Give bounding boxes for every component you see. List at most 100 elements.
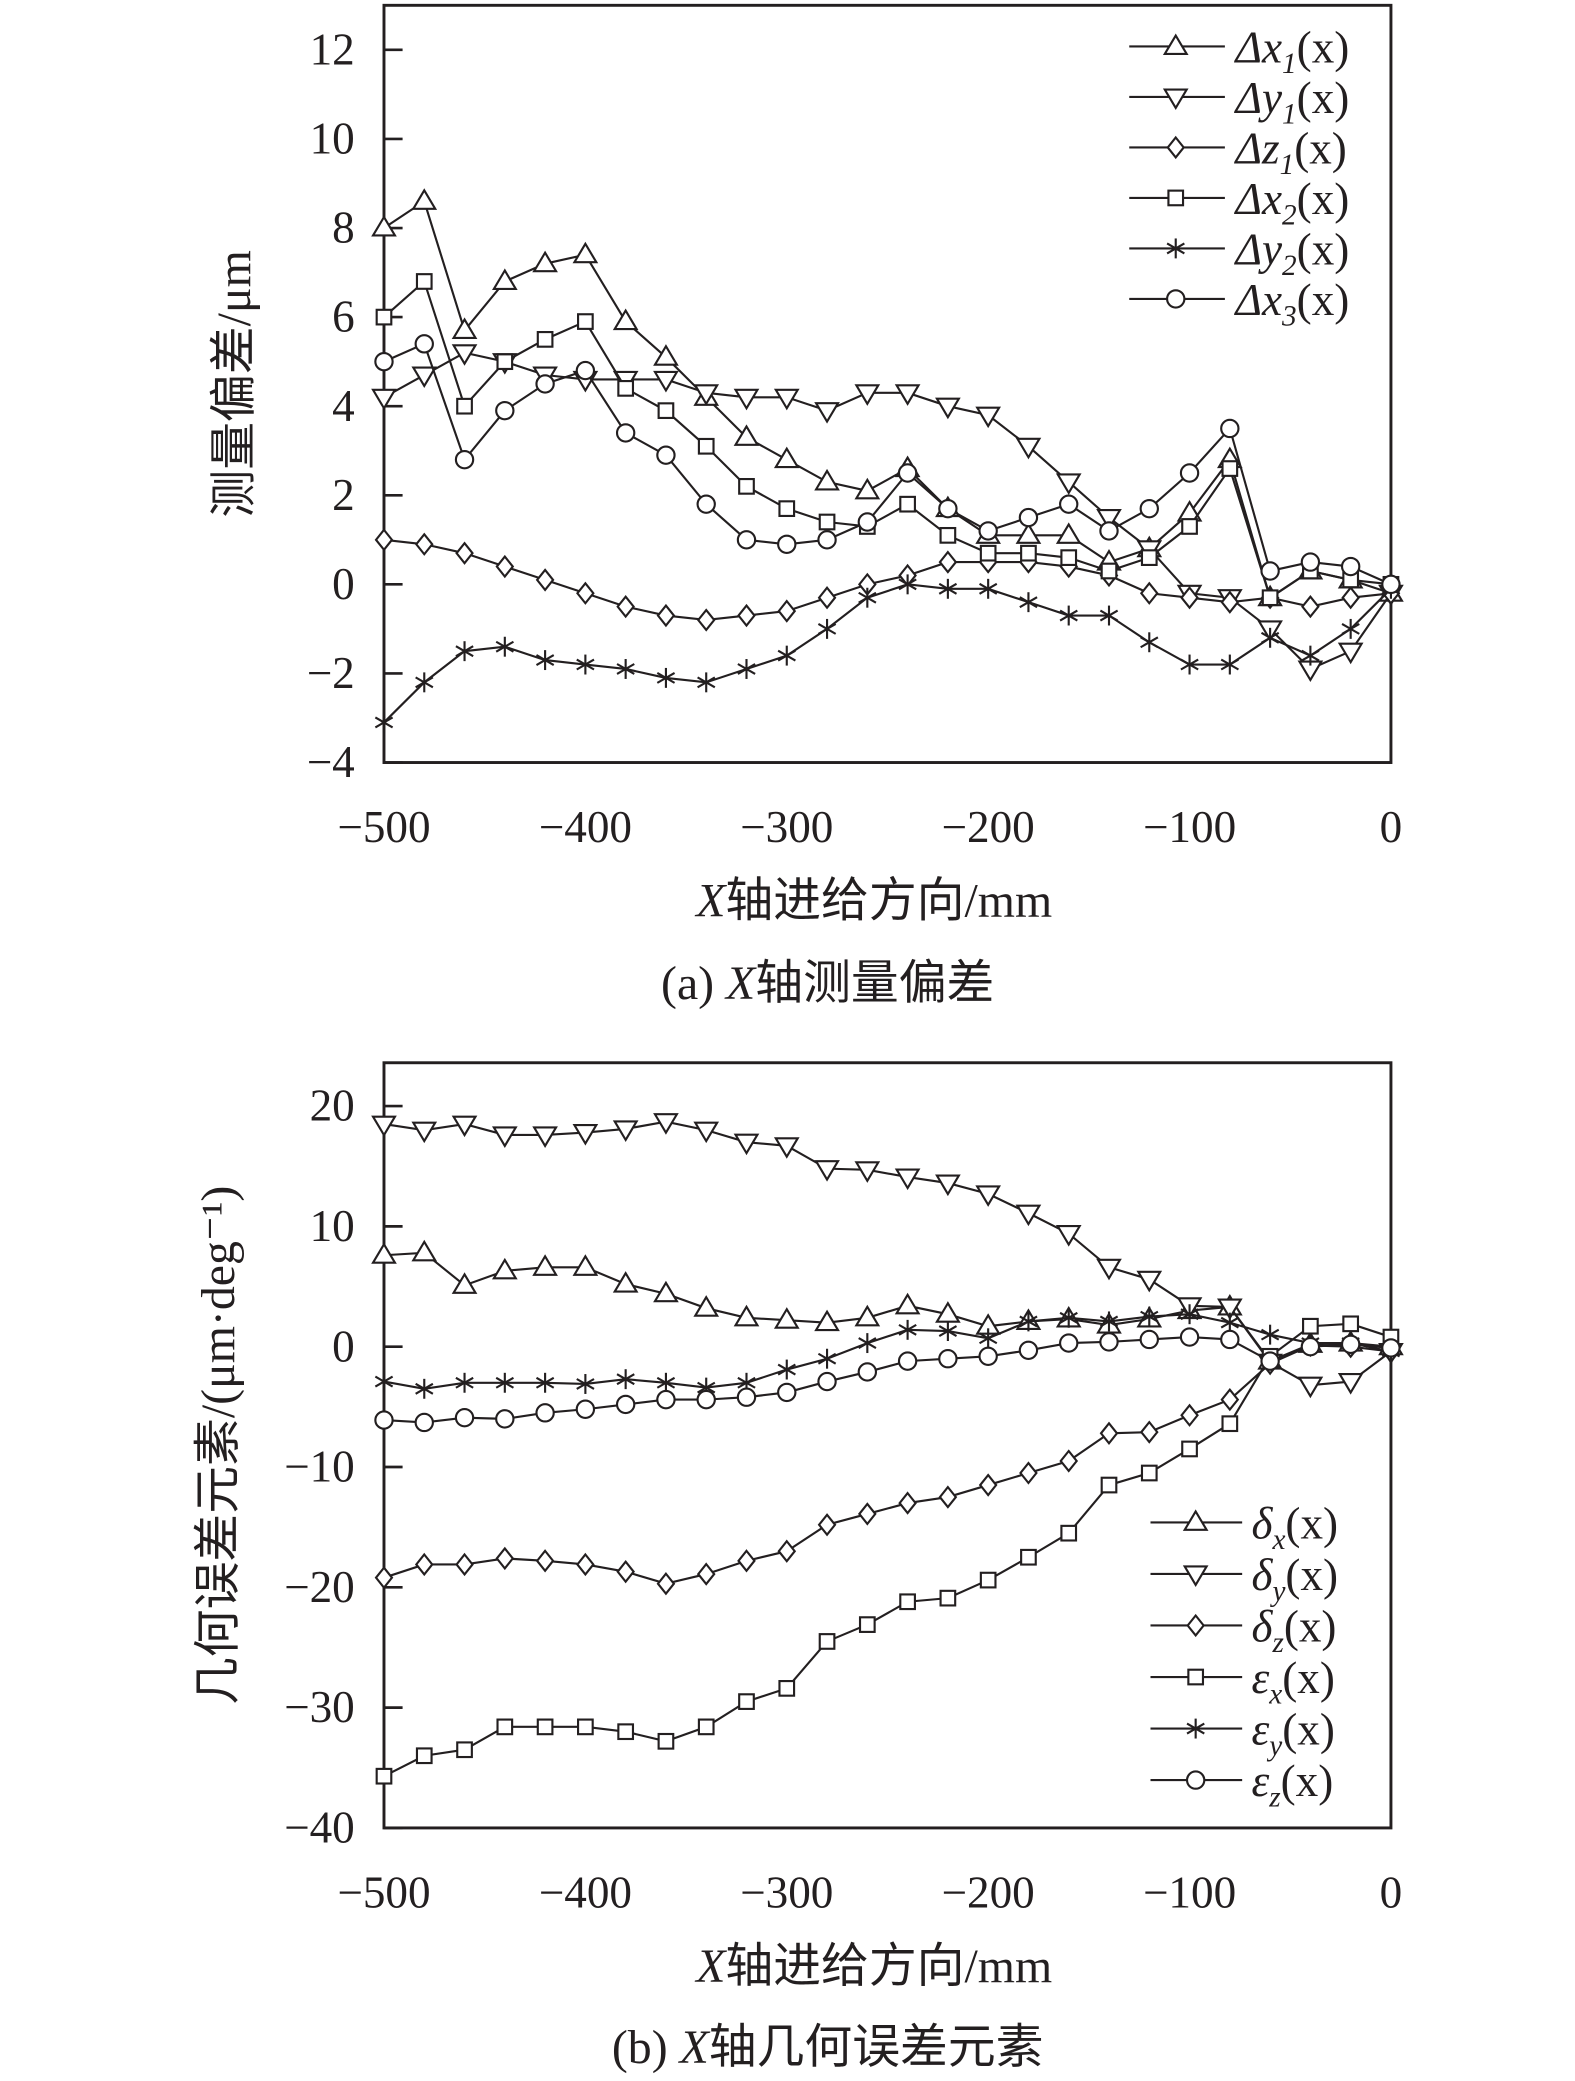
data-point-marker bbox=[858, 587, 877, 608]
data-point-marker bbox=[374, 1371, 394, 1392]
data-point-marker bbox=[1341, 618, 1360, 639]
data-point-marker bbox=[1220, 418, 1240, 439]
data-point-marker bbox=[657, 402, 675, 420]
y-axis-title: 测量偏差/μm bbox=[208, 250, 261, 517]
x-axis-title-text: 轴进给方向/mm bbox=[725, 1940, 1052, 1993]
data-point-marker bbox=[535, 374, 555, 394]
data-point-marker bbox=[576, 1374, 595, 1394]
y-tick-label: 4 bbox=[332, 381, 355, 431]
legend-entry: Δz1(x) bbox=[1129, 123, 1347, 181]
data-point-marker bbox=[737, 659, 756, 679]
data-point-marker bbox=[898, 1491, 917, 1515]
data-point-marker bbox=[615, 423, 636, 443]
series-circle bbox=[374, 334, 1401, 595]
legend-label-subscript: x bbox=[1268, 1679, 1282, 1711]
legend-label: Δx3(x) bbox=[1234, 275, 1350, 333]
data-point-marker bbox=[1136, 1270, 1163, 1293]
legend-marker-triangle-up bbox=[1182, 1509, 1209, 1531]
data-point-marker bbox=[496, 353, 514, 371]
data-point-marker bbox=[1139, 498, 1159, 519]
data-point-marker bbox=[532, 1126, 558, 1148]
y-tick-label: −10 bbox=[284, 1442, 355, 1492]
data-point-marker bbox=[1060, 549, 1078, 567]
caption-prefix: (b) bbox=[612, 2021, 680, 2074]
data-point-marker bbox=[817, 586, 837, 610]
y-tick-label: 2 bbox=[332, 470, 355, 520]
data-point-marker bbox=[736, 1387, 757, 1407]
data-point-marker bbox=[656, 1372, 676, 1393]
data-point-marker bbox=[653, 344, 679, 366]
data-point-marker bbox=[617, 1723, 635, 1741]
legend-marker-triangle-up bbox=[1162, 33, 1189, 56]
data-point-marker bbox=[572, 1123, 599, 1146]
data-point-marker bbox=[532, 1254, 558, 1276]
data-point-marker bbox=[371, 1242, 397, 1264]
data-point-marker bbox=[456, 1741, 473, 1759]
data-point-marker bbox=[935, 397, 961, 420]
data-point-marker bbox=[894, 1168, 921, 1191]
data-point-marker bbox=[1221, 460, 1239, 477]
data-point-marker bbox=[1015, 437, 1042, 460]
legend-label-base: Δx bbox=[1234, 275, 1283, 325]
series-line bbox=[383, 1335, 1392, 1424]
legend-label: δy(x) bbox=[1251, 1550, 1338, 1608]
legend-marker-square bbox=[1187, 1668, 1205, 1686]
data-point-marker bbox=[535, 650, 555, 671]
legend-label-base: ε bbox=[1251, 1756, 1269, 1806]
x-axis-title-italic: X bbox=[694, 1940, 727, 1993]
y-tick-label: 0 bbox=[332, 1321, 355, 1371]
panel-caption: (b) X轴几何误差元素 bbox=[612, 2021, 1044, 2074]
legend-label-subscript: 3 bbox=[1281, 300, 1297, 332]
data-point-marker bbox=[495, 554, 515, 579]
x-axis-title-text: 轴进给方向/mm bbox=[725, 875, 1052, 928]
data-point-marker bbox=[1099, 605, 1119, 626]
data-point-marker bbox=[857, 512, 878, 532]
data-point-marker bbox=[1139, 1329, 1159, 1350]
data-point-marker bbox=[375, 1767, 393, 1785]
legend-label-arg: (x) bbox=[1297, 275, 1350, 325]
data-point-marker bbox=[693, 1121, 720, 1144]
data-point-marker bbox=[696, 1562, 716, 1586]
data-point-marker bbox=[1099, 1332, 1119, 1352]
data-point-marker bbox=[415, 1747, 433, 1765]
legend-label-subscript: 1 bbox=[1282, 48, 1297, 80]
data-point-marker bbox=[975, 406, 1001, 429]
data-point-marker bbox=[814, 402, 840, 424]
x-tick-label: −400 bbox=[539, 802, 632, 852]
legend-label-base: Δx bbox=[1234, 174, 1283, 224]
x-tick-label: −100 bbox=[1143, 802, 1236, 852]
data-point-marker bbox=[536, 1718, 554, 1736]
x-tick-label: −300 bbox=[740, 1868, 833, 1918]
data-point-marker bbox=[495, 400, 515, 421]
data-point-marker bbox=[1055, 1225, 1082, 1247]
data-point-marker bbox=[1099, 521, 1119, 541]
data-point-marker bbox=[615, 1394, 636, 1415]
data-point-marker bbox=[1220, 1387, 1240, 1412]
data-point-marker bbox=[938, 578, 958, 599]
data-point-marker bbox=[653, 1280, 679, 1303]
data-point-marker bbox=[854, 1304, 881, 1327]
legend-label-arg: (x) bbox=[1284, 1601, 1337, 1651]
y-tick-label: −30 bbox=[284, 1682, 355, 1732]
data-point-marker bbox=[1340, 556, 1361, 577]
caption-suffix: 轴测量偏差 bbox=[755, 957, 994, 1010]
x-axis-title: X轴进给方向/mm bbox=[694, 1940, 1052, 1993]
data-point-marker bbox=[1015, 1204, 1042, 1227]
data-point-marker bbox=[656, 667, 676, 688]
data-point-marker bbox=[374, 1566, 394, 1590]
legend-entry: εx(x) bbox=[1150, 1653, 1335, 1711]
caption-prefix: (a) bbox=[661, 957, 726, 1010]
data-point-marker bbox=[374, 528, 394, 552]
data-point-marker bbox=[1302, 1317, 1319, 1335]
data-point-marker bbox=[375, 308, 393, 326]
data-point-marker bbox=[656, 1389, 676, 1410]
data-point-marker bbox=[374, 712, 394, 733]
data-point-marker bbox=[1217, 1298, 1243, 1321]
data-point-marker bbox=[773, 388, 800, 411]
legend-label-base: δ bbox=[1251, 1550, 1273, 1600]
data-point-marker bbox=[1260, 627, 1280, 648]
series-line bbox=[383, 342, 1392, 586]
data-point-marker bbox=[978, 1473, 998, 1497]
data-point-marker bbox=[777, 1382, 797, 1403]
